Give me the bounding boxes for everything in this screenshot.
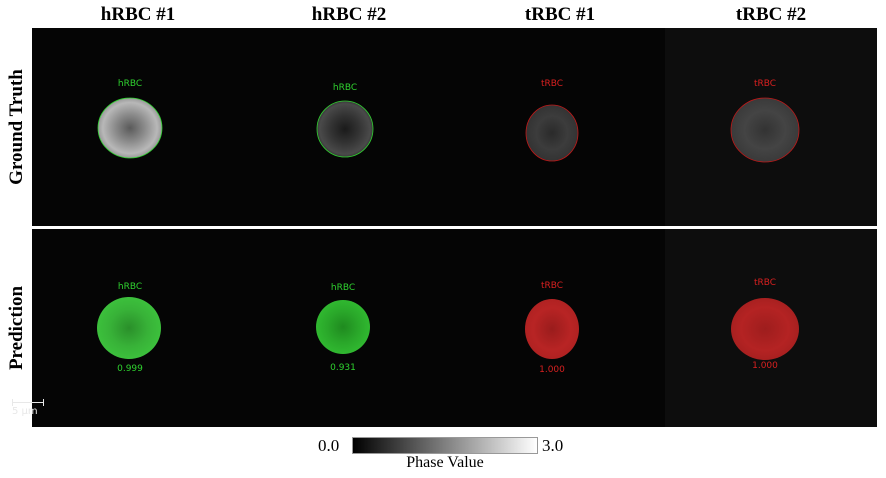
colorbar (352, 437, 538, 454)
cell-mask (525, 299, 579, 359)
cell-image (97, 97, 163, 159)
column-title-trbc-2: tRBC #2 (735, 4, 807, 25)
row-title-prediction: Prediction (6, 285, 27, 371)
panel-ground-truth-hrbc-2: hRBC (243, 28, 455, 226)
cell-contour (730, 97, 800, 163)
cell-body (731, 98, 799, 162)
panel-prediction-hrbc-1: hRBC 0.999 (32, 229, 244, 427)
confidence-score: 0.931 (330, 363, 356, 373)
cell-body (526, 105, 578, 161)
confidence-score: 1.000 (539, 365, 565, 375)
panel-prediction-trbc-2: tRBC 1.000 (665, 229, 877, 427)
class-label: tRBC (540, 281, 564, 291)
colorbar-min-label: 0.0 (318, 436, 340, 455)
confidence-score: 0.999 (117, 364, 143, 374)
cell-contour (525, 104, 579, 162)
cell-image (525, 104, 579, 162)
cell-image (97, 297, 161, 359)
cell-contour (316, 100, 374, 158)
cell-body (317, 101, 373, 157)
class-label: hRBC (330, 283, 356, 293)
cell-contour (97, 97, 163, 159)
cell-body (98, 98, 162, 158)
class-label: hRBC (117, 79, 143, 89)
colorbar-title: Phase Value (406, 454, 484, 471)
panel-ground-truth-hrbc-1: hRBC (32, 28, 244, 226)
cell-image (525, 299, 579, 359)
column-title-hrbc-2: hRBC #2 (311, 4, 387, 25)
cell-image (731, 298, 799, 360)
cell-mask (731, 298, 799, 360)
class-label: hRBC (117, 282, 143, 292)
panel-prediction-trbc-1: tRBC 1.000 (454, 229, 666, 427)
panel-ground-truth-trbc-1: tRBC (454, 28, 666, 226)
colorbar-max-label: 3.0 (542, 436, 564, 455)
column-title-hrbc-1: hRBC #1 (100, 4, 176, 25)
scale-bar (12, 399, 44, 406)
cell-image (316, 100, 374, 158)
cell-image (730, 97, 800, 163)
panel-ground-truth-trbc-2: tRBC (665, 28, 877, 226)
cell-mask (316, 300, 370, 354)
class-label: tRBC (540, 79, 564, 89)
cell-mask (97, 297, 161, 359)
class-label: tRBC (753, 278, 777, 288)
scale-bar-label: 5 μm (12, 406, 38, 417)
class-label: hRBC (332, 83, 358, 93)
row-title-ground-truth: Ground Truth (6, 69, 28, 185)
class-label: tRBC (753, 79, 777, 89)
panel-prediction-hrbc-2: hRBC 0.931 (243, 229, 455, 427)
cell-image (316, 300, 370, 354)
column-title-trbc-1: tRBC #1 (524, 4, 596, 25)
confidence-score: 1.000 (752, 361, 778, 371)
